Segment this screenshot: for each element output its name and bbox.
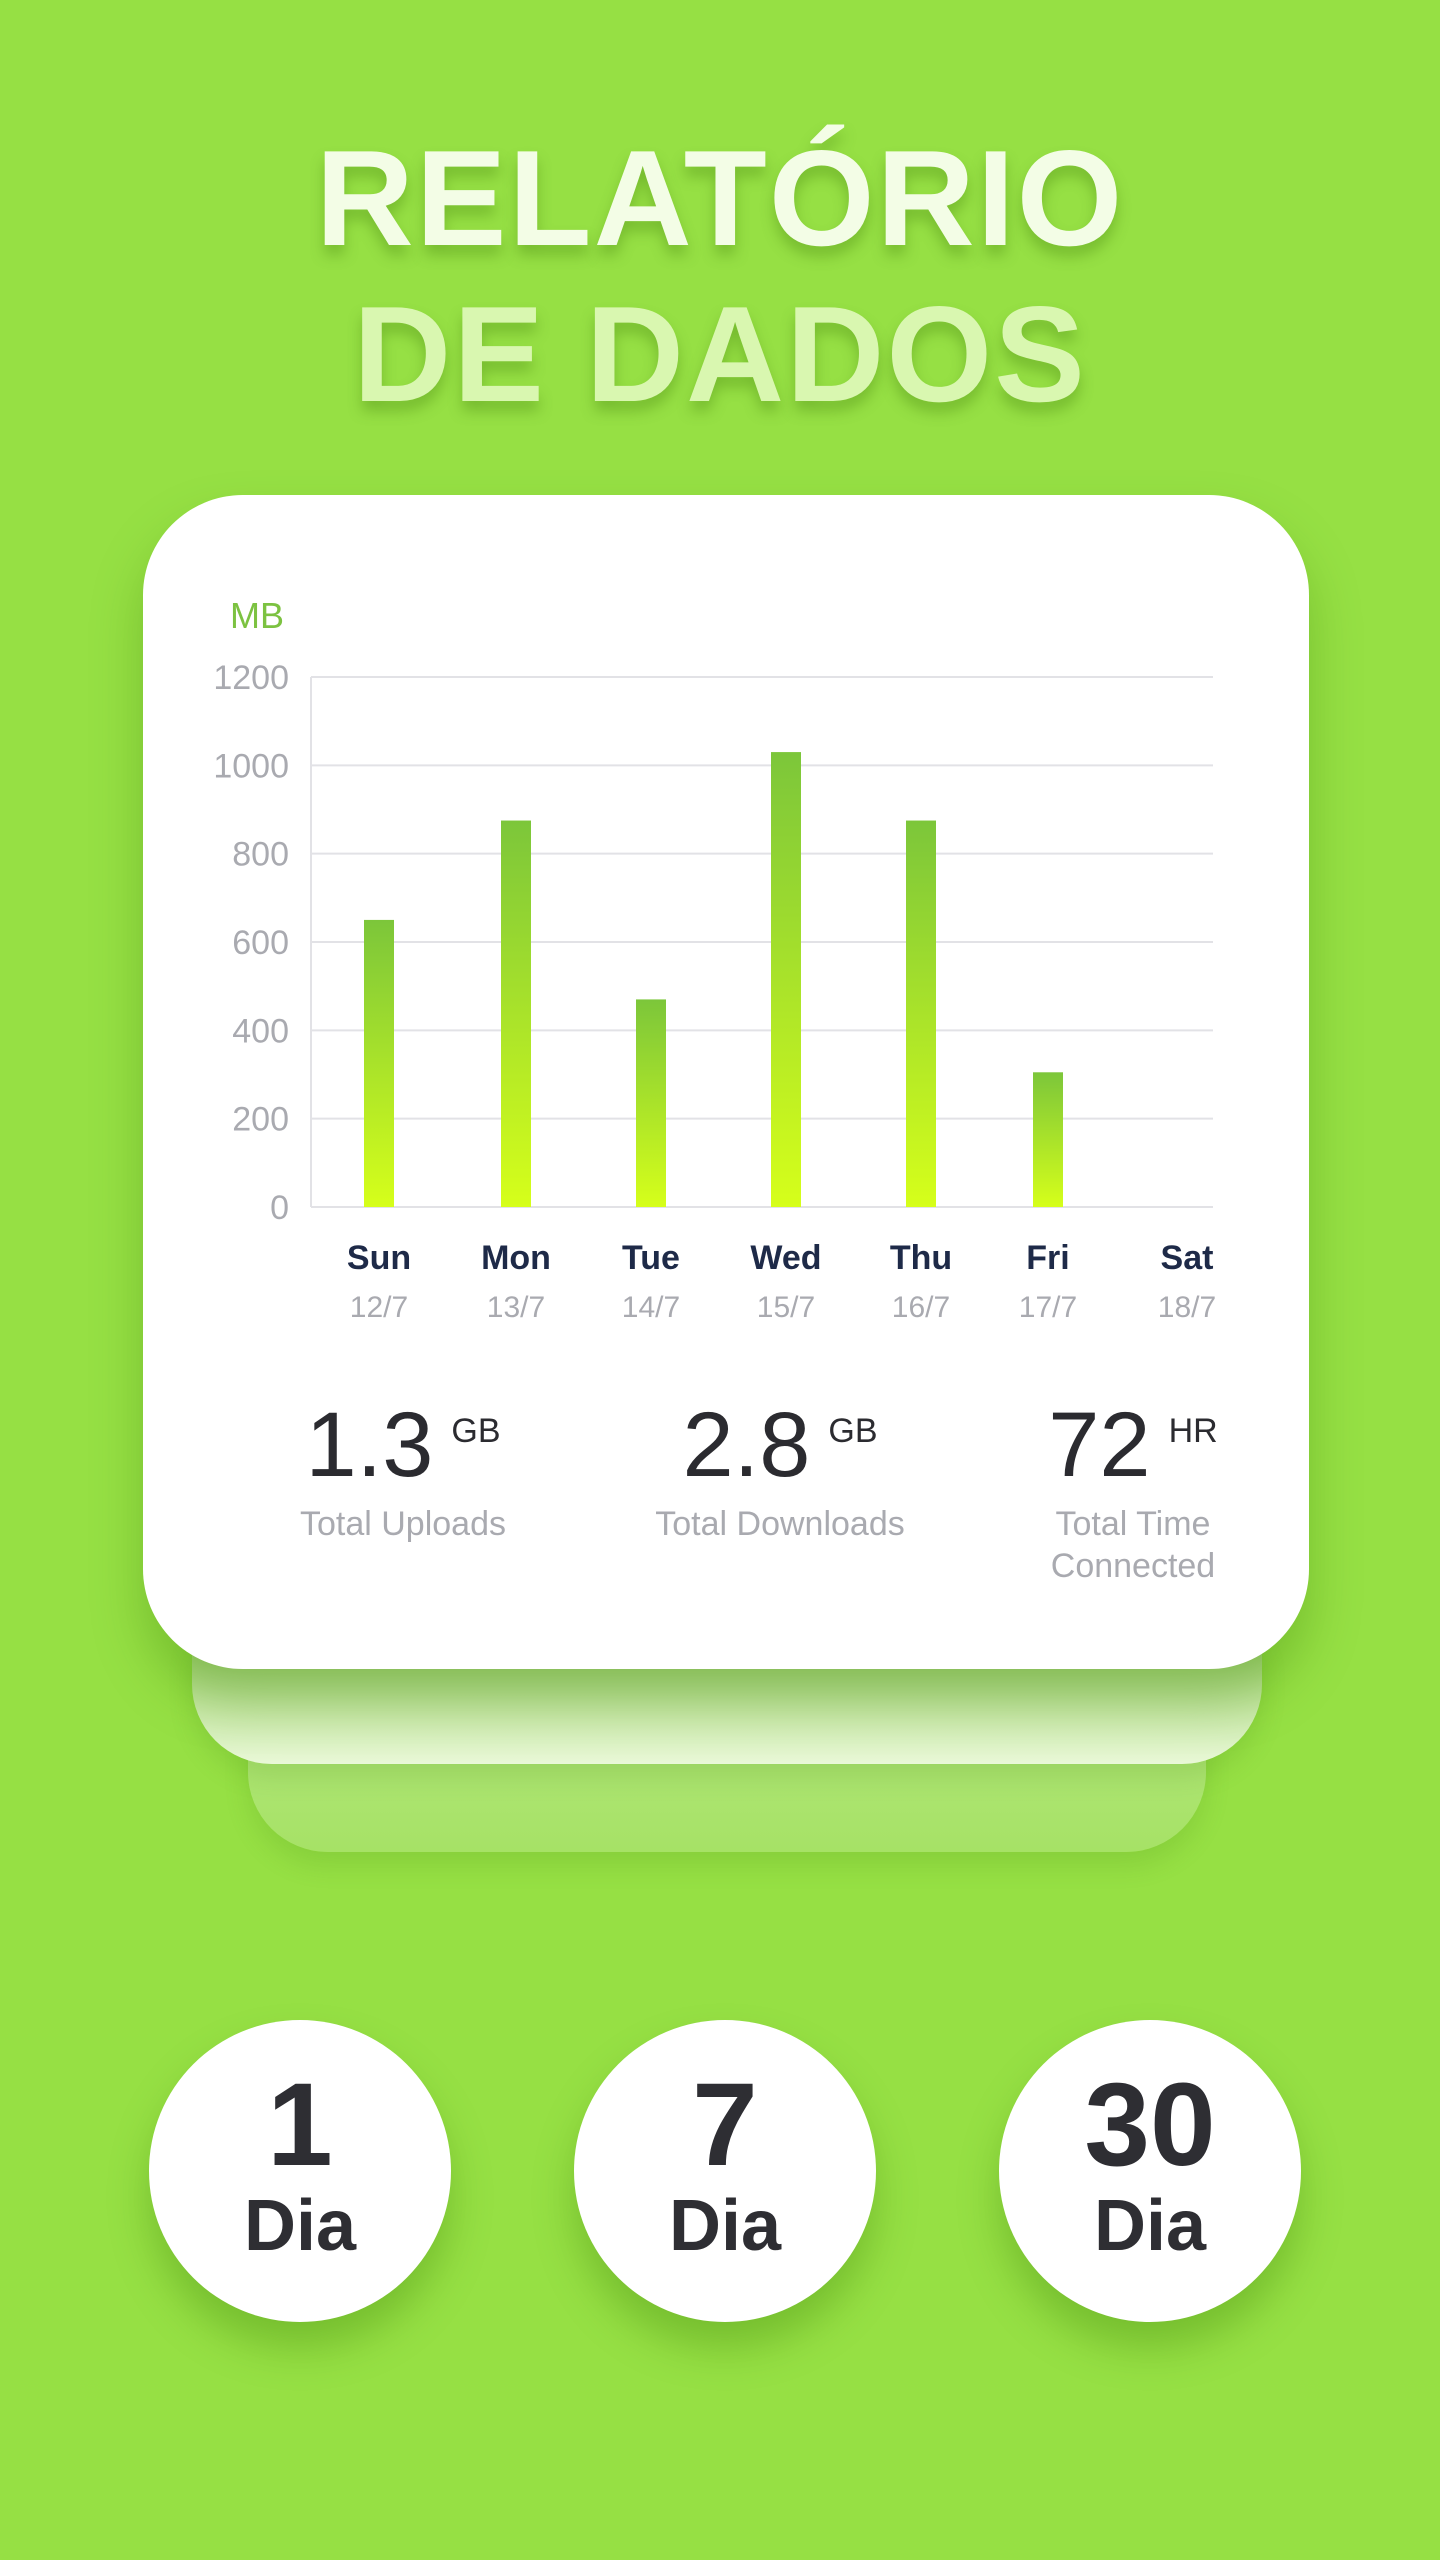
stat-total-time-connected: 72 HR Total Time Connected [953,1395,1313,1587]
period-number: 1 [267,2059,333,2191]
period-unit: Dia [243,2186,357,2266]
stat-value: 1.3 [305,1394,434,1496]
stat-total-uploads: 1.3 GB Total Uploads [283,1395,523,1545]
x-tick-day-label: Sun [347,1239,411,1277]
y-tick-label: 800 [232,836,289,874]
stat-total-downloads: 2.8 GB Total Downloads [603,1395,957,1545]
bar-sun [364,919,394,1207]
x-tick-day-label: Mon [481,1239,551,1277]
x-tick-day-label: Sat [1161,1239,1214,1277]
stat-label: Total Downloads [655,1505,905,1543]
x-tick-date-label: 14/7 [622,1291,680,1324]
period-30-day-button[interactable]: 30 Dia [999,2020,1301,2322]
stat-unit: GB [451,1412,501,1450]
y-axis-unit-label: MB [230,595,284,636]
stat-label: Total Uploads [299,1505,506,1543]
y-tick-label: 1000 [213,747,289,785]
stats-row: 1.3 GB Total Uploads 2.8 GB Total Downlo… [143,1395,1309,1655]
x-tick-date-label: 15/7 [757,1291,815,1324]
y-tick-label: 400 [232,1012,289,1050]
title-line-2: DE DADOS [353,278,1087,430]
x-tick-date-label: 13/7 [487,1291,545,1324]
bar-thu [906,820,936,1207]
x-tick-day-label: Fri [1026,1239,1069,1277]
bar-wed [771,752,801,1207]
x-tick-date-label: 12/7 [350,1291,408,1324]
period-unit: Dia [668,2186,782,2266]
page-title: RELATÓRIO DE DADOS [0,120,1440,432]
period-number: 30 [1084,2059,1216,2191]
bar-tue [636,999,666,1207]
stat-value: 2.8 [682,1394,811,1496]
stat-unit: GB [828,1412,878,1450]
x-tick-day-label: Tue [622,1239,680,1277]
bar-mon [501,820,531,1207]
title-line-1: RELATÓRIO [315,122,1125,274]
bar-fri [1033,1072,1063,1207]
y-tick-label: 200 [232,1101,289,1139]
period-7-day-button[interactable]: 7 Dia [574,2020,876,2322]
x-tick-date-label: 17/7 [1019,1291,1077,1324]
data-report-card: MB 0 200 400 600 800 1000 1200 Sun 12/7 Mon 13/7 Tu… [143,495,1309,1669]
x-tick-day-label: Wed [750,1239,821,1277]
x-tick-date-label: 18/7 [1158,1291,1216,1324]
x-tick-date-label: 16/7 [892,1291,950,1324]
x-tick-day-label: Thu [890,1239,952,1277]
period-number: 7 [692,2059,758,2191]
stat-value: 72 [1048,1394,1151,1496]
y-tick-label: 0 [270,1189,289,1227]
stat-unit: HR [1168,1412,1218,1450]
y-tick-label: 1200 [213,659,289,697]
y-tick-label: 600 [232,924,289,962]
usage-bar-chart: 0 200 400 600 800 1000 1200 Sun 12/7 Mon 13/7 Tue 14… [213,659,1216,1324]
period-1-day-button[interactable]: 1 Dia [149,2020,451,2322]
period-unit: Dia [1093,2186,1207,2266]
stat-label: Total Time Connected [1050,1505,1216,1585]
